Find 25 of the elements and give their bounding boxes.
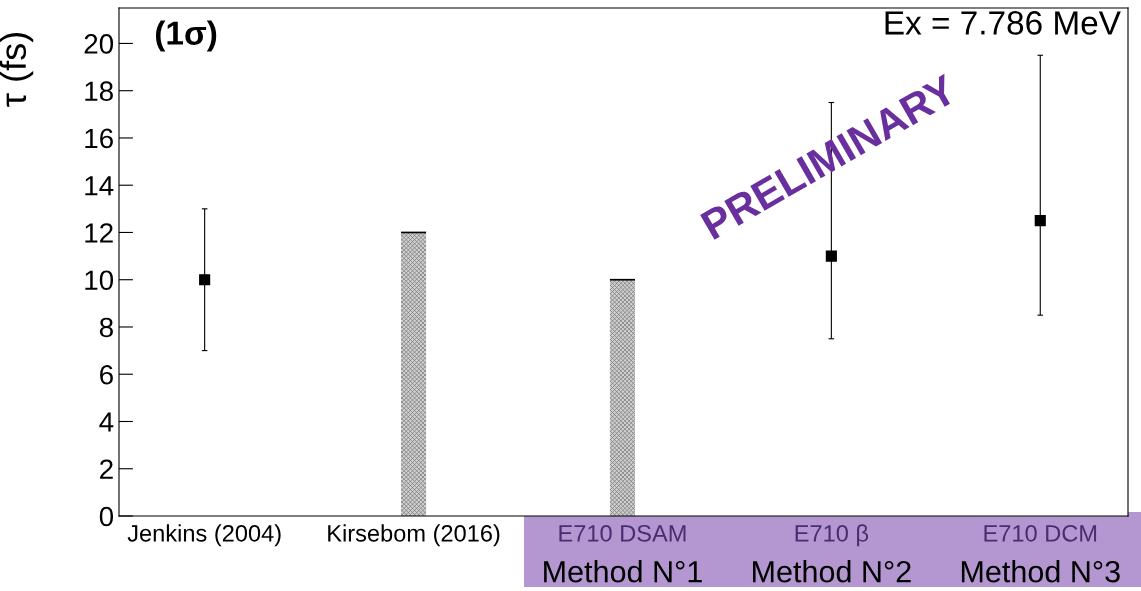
y-tick-label: 16 bbox=[85, 128, 113, 149]
y-tick-label: 10 bbox=[85, 270, 114, 291]
annotation: (1σ) bbox=[155, 20, 217, 52]
text: Method N°2 bbox=[753, 560, 911, 583]
annotation: Ex = 7.786 MeV bbox=[885, 11, 1121, 35]
x-tick-label: E710 β bbox=[795, 524, 869, 547]
y-tick-label: 6 bbox=[100, 364, 113, 385]
point bbox=[199, 274, 211, 286]
y-tick-label: 0 bbox=[99, 506, 114, 527]
point bbox=[825, 250, 837, 262]
y-tick-label: 4 bbox=[99, 412, 114, 432]
y-tick-label: 14 bbox=[85, 176, 114, 196]
y-tick-label: 18 bbox=[85, 81, 113, 102]
y-axis-title: τ (fs) bbox=[0, 32, 34, 107]
point bbox=[1034, 215, 1046, 227]
x-tick-label: E710 DCM bbox=[984, 524, 1097, 542]
x-tick-label: Kirsebom (2016) bbox=[328, 524, 500, 547]
text: Method N°3 bbox=[961, 560, 1120, 583]
y-tick-label: 12 bbox=[85, 223, 113, 243]
x-tick-label: Jenkins (2004) bbox=[127, 524, 281, 547]
text: Method N°1 bbox=[544, 560, 702, 583]
y-tick-label: 2 bbox=[100, 459, 113, 479]
x-tick-label: E710 DSAM bbox=[559, 524, 686, 542]
y-tick-label: 8 bbox=[99, 317, 113, 338]
y-tick-label: 20 bbox=[84, 34, 114, 54]
